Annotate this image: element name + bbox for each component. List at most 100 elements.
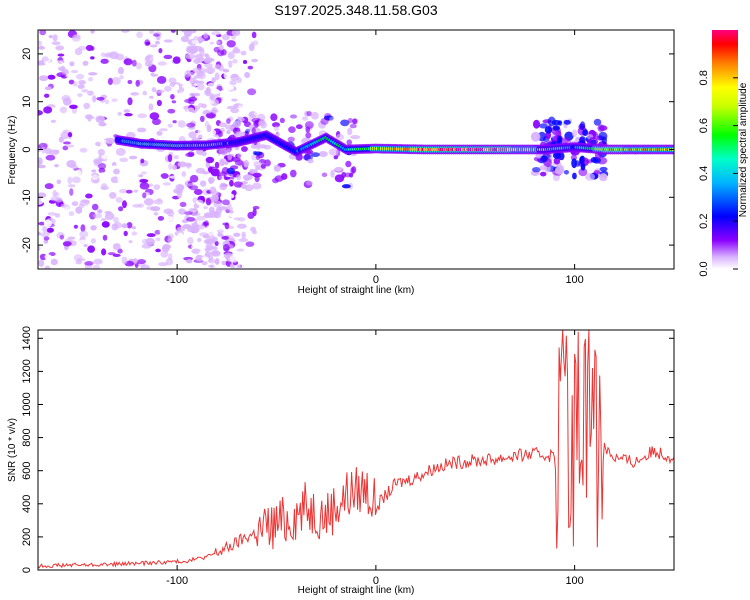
heatmap-cell — [104, 210, 112, 215]
heatmap-cell — [236, 223, 247, 229]
heatmap-cell — [158, 48, 163, 54]
heatmap-cell — [242, 264, 251, 269]
heatmap-cell — [214, 55, 222, 62]
heatmap-cell — [205, 197, 212, 206]
heatmap-cell — [554, 166, 565, 175]
heatmap-cell — [98, 167, 106, 174]
heatmap-cell — [218, 147, 225, 155]
heatmap-cell — [131, 59, 137, 67]
heatmap-cell — [125, 189, 133, 194]
heatmap-cell — [173, 155, 179, 160]
heatmap-cell — [122, 123, 128, 132]
heatmap-cell — [90, 30, 95, 34]
heatmap-cell — [214, 72, 220, 81]
heatmap-cell — [226, 40, 236, 48]
heatmap-cell — [52, 189, 57, 198]
heatmap-cell — [253, 161, 263, 168]
heatmap-cell — [227, 60, 233, 68]
heatmap-cell — [172, 120, 177, 124]
heatmap-cell — [163, 208, 174, 215]
heatmap-cell — [186, 163, 193, 168]
heatmap-cell — [165, 258, 174, 266]
heatmap-cell — [115, 147, 126, 156]
heatmap-cell — [110, 68, 119, 76]
heatmap-cell — [214, 258, 220, 265]
heatmap-cell — [340, 119, 350, 127]
heatmap-cell — [50, 119, 57, 123]
heatmap-cell — [92, 264, 101, 269]
heatmap-cell — [101, 221, 110, 228]
heatmap-cell — [229, 255, 239, 263]
heatmap-cell — [78, 239, 88, 245]
heatmap-cell — [88, 72, 98, 76]
heatmap-cell — [545, 131, 552, 140]
heatmap-cell — [181, 192, 187, 197]
heatmap-cell — [346, 139, 353, 146]
heatmap-cell — [98, 122, 107, 127]
heatmap-cell — [100, 58, 109, 64]
heatmap-cell — [181, 171, 187, 177]
heatmap-cell — [215, 40, 221, 45]
snr-xtick-label: 100 — [565, 575, 583, 587]
heatmap-cell — [149, 44, 158, 48]
heatmap-cell — [217, 233, 224, 238]
heatmap-cell — [54, 163, 59, 168]
heatmap-cell — [240, 184, 247, 189]
heatmap-cell — [350, 135, 361, 140]
heatmap-cell — [124, 112, 133, 117]
heatmap-cell — [71, 201, 79, 207]
heatmap-cell — [203, 110, 212, 114]
heatmap-cell — [187, 236, 194, 245]
heatmap-cell — [82, 60, 89, 66]
heatmap-cell — [59, 106, 68, 114]
heatmap-cell — [310, 111, 319, 120]
heatmap-cell — [191, 248, 201, 254]
heatmap-cell — [531, 167, 541, 173]
heatmap-cell — [224, 84, 234, 91]
heatmap-cell — [75, 73, 85, 80]
heatmap-cell — [240, 50, 247, 56]
heatmap-cell — [123, 58, 133, 66]
heatmap-cell — [201, 151, 207, 157]
heatmap-cell — [69, 104, 78, 109]
heatmap-cell — [187, 71, 195, 76]
heatmap-cell — [148, 30, 155, 34]
heatmap-cell — [236, 174, 242, 181]
heatmap-cell — [557, 120, 563, 126]
heatmap-cell — [334, 165, 343, 172]
heatmap-cell — [255, 153, 261, 161]
heatmap-cell — [121, 30, 130, 33]
heatmap-cell — [169, 175, 179, 179]
heatmap-cell — [67, 132, 73, 138]
heatmap-cell — [154, 40, 160, 45]
heatmap-cell — [333, 155, 339, 160]
heatmap-cell — [218, 206, 228, 211]
heatmap-cell — [160, 250, 169, 258]
spectrogram-xlabel: Height of straight line (km) — [298, 285, 415, 296]
heatmap-cell — [72, 34, 81, 39]
heatmap-cell — [44, 93, 50, 98]
heatmap-cell — [203, 32, 209, 39]
heatmap-cell — [301, 116, 309, 121]
heatmap-cell — [139, 182, 150, 190]
heatmap-cell — [62, 141, 71, 145]
heatmap-cell — [582, 129, 589, 137]
heatmap-cell — [197, 237, 202, 242]
heatmap-cell — [199, 115, 205, 122]
heatmap-cell — [206, 124, 212, 133]
heatmap-cell — [599, 166, 608, 172]
heatmap-cell — [203, 63, 213, 68]
heatmap-cell — [244, 184, 254, 192]
heatmap-cell — [60, 154, 68, 158]
heatmap-cell — [154, 89, 165, 94]
heatmap-cell — [229, 80, 237, 86]
heatmap-cell — [218, 45, 224, 51]
heatmap-cell — [69, 154, 80, 162]
heatmap-cell — [92, 95, 97, 103]
heatmap-cell — [184, 98, 192, 103]
heatmap-cell — [241, 231, 247, 240]
heatmap-cell — [189, 174, 199, 183]
heatmap-cell — [579, 121, 586, 131]
